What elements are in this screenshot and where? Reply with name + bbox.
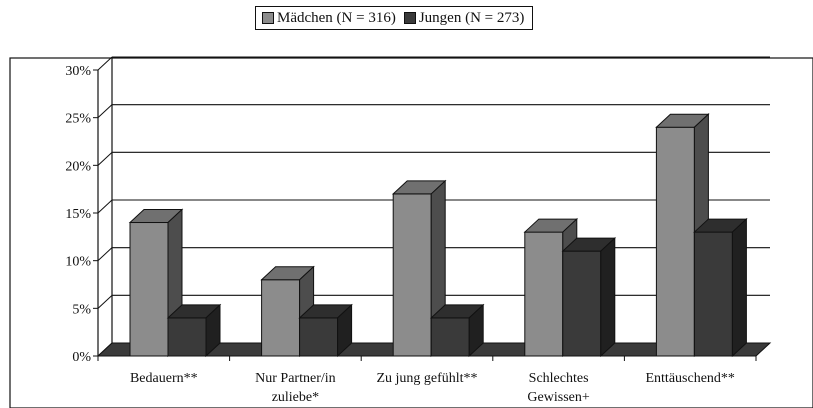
bar-side: [731, 217, 747, 358]
bar-jungen: [693, 217, 748, 358]
bar-front: [430, 317, 470, 357]
gridline-depth: [97, 294, 113, 309]
x-tick-label: Enttäuschend**: [645, 371, 734, 386]
legend-label-maedchen: Mädchen (N = 316): [277, 9, 396, 26]
legend-item-maedchen: Mädchen (N = 316): [262, 10, 396, 27]
x-tick-label: zuliebe*: [272, 390, 319, 405]
x-tick-label: Nur Partner/in: [255, 371, 335, 386]
bar-front: [392, 193, 432, 357]
legend-swatch-maedchen: [262, 12, 274, 24]
bar-side: [600, 236, 616, 358]
gridline-depth: [97, 56, 113, 71]
bar-jungen: [166, 303, 222, 358]
bar-front: [299, 317, 339, 357]
x-tick-label: Zu jung gefühlt**: [376, 371, 477, 386]
gridline-depth: [97, 247, 113, 262]
bar-side: [205, 303, 221, 358]
y-tick-label: 10%: [65, 255, 91, 270]
plot-frame: [9, 57, 813, 408]
legend-label-jungen: Jungen (N = 273): [418, 9, 525, 26]
legend-item-jungen: Jungen (N = 273): [403, 9, 525, 27]
x-tick-label: Schlechtes: [529, 371, 589, 386]
bar-side: [337, 303, 353, 358]
y-tick-label: 25%: [65, 112, 91, 127]
legend: Mädchen (N = 316) Jungen (N = 273): [255, 6, 534, 30]
bar-front: [655, 126, 695, 357]
bar-jungen: [298, 303, 353, 358]
bar-side: [468, 303, 484, 358]
gridline-depth: [97, 199, 113, 214]
gridline-depth: [97, 151, 113, 166]
bar-jungen: [561, 236, 617, 358]
y-tick-label: 30%: [65, 64, 91, 79]
x-tick-label: Gewissen+: [527, 390, 589, 405]
bar-front: [167, 317, 207, 357]
bar-front: [261, 279, 301, 357]
bar-front: [693, 231, 733, 357]
bar-jungen: [429, 303, 485, 358]
legend-swatch-jungen: [403, 12, 416, 24]
x-tick-label: Bedauern**: [130, 371, 198, 386]
bar-front: [524, 231, 564, 357]
bar-front: [562, 250, 602, 357]
y-tick-label: 5%: [72, 302, 91, 317]
y-tick-label: 15%: [65, 207, 91, 222]
gridline-depth: [97, 104, 113, 119]
bar-maedchen: [391, 179, 447, 358]
bar-front: [129, 222, 169, 357]
y-tick-label: 20%: [65, 159, 91, 174]
y-tick-label: 0%: [72, 350, 91, 365]
